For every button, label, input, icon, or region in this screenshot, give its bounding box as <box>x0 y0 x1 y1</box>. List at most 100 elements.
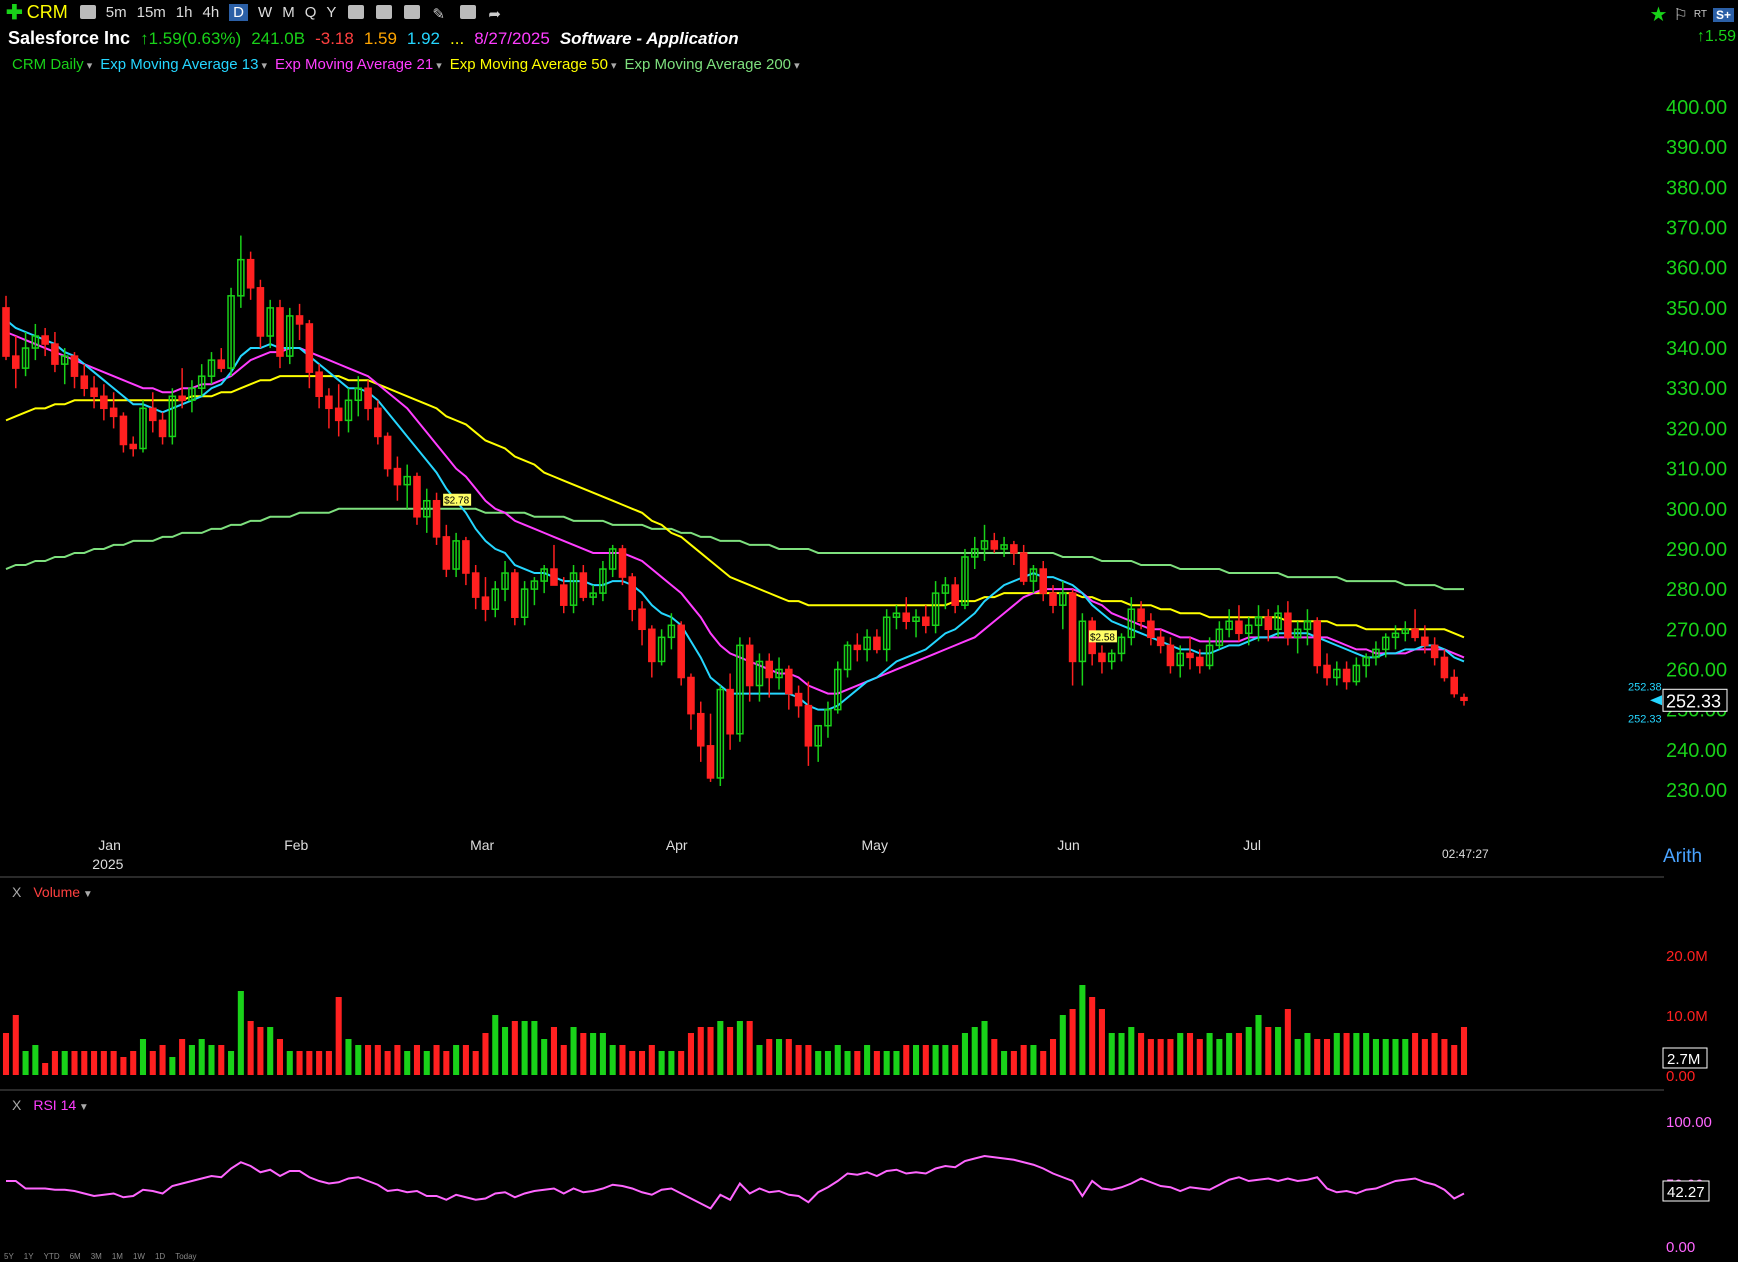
interval-5m[interactable]: 5m <box>105 3 127 21</box>
candle-body <box>305 323 314 373</box>
scale-mode-label[interactable]: Arith <box>1663 846 1703 867</box>
timeline-1m[interactable]: 1M <box>111 1252 123 1261</box>
volume-bar <box>1421 1039 1428 1075</box>
volume-bar <box>1412 1033 1419 1075</box>
volume-bar <box>531 1021 538 1075</box>
settings-icon[interactable]: S+ <box>1712 7 1734 22</box>
volume-bar <box>629 1051 636 1075</box>
notes-icon[interactable] <box>460 5 477 19</box>
volume-bar <box>1294 1039 1301 1075</box>
candle-body <box>765 660 774 679</box>
price-tick-label: 310.00 <box>1666 459 1727 481</box>
month-label: Mar <box>470 837 494 853</box>
volume-bar <box>1079 985 1086 1075</box>
candle-body <box>334 407 343 422</box>
legend-item-3[interactable]: Exp Moving Average 50 <box>450 56 617 73</box>
volume-bar <box>218 1045 225 1075</box>
interval-w[interactable]: W <box>258 3 273 21</box>
candle-body <box>814 724 822 747</box>
draw-pencil-icon[interactable]: ✎ <box>432 6 445 23</box>
candle-body <box>1254 616 1263 627</box>
add-symbol-icon[interactable]: ✚ <box>6 1 23 24</box>
legend-item-4[interactable]: Exp Moving Average 200 <box>625 56 800 73</box>
chart-type-icon[interactable] <box>348 5 365 19</box>
cloud-icon[interactable] <box>79 5 96 19</box>
volume-bar <box>413 1045 421 1075</box>
timeline-5y[interactable]: 5Y <box>4 1252 14 1261</box>
interval-d[interactable]: D <box>229 3 249 21</box>
price-tick-label: 230.00 <box>1666 780 1727 802</box>
candle-body <box>745 644 754 687</box>
volume-bar <box>942 1045 949 1075</box>
candle-body <box>785 668 793 695</box>
candle-body <box>1059 592 1067 606</box>
timeline-6m[interactable]: 6M <box>69 1252 81 1261</box>
month-label: May <box>862 837 888 853</box>
interval-15m[interactable]: 15m <box>136 3 166 21</box>
timeline-3m[interactable]: 3M <box>90 1252 102 1261</box>
legend-item-2[interactable]: Exp Moving Average 21 <box>275 56 442 73</box>
volume-bar <box>81 1051 88 1075</box>
close-pane-icon[interactable]: X <box>12 1097 22 1113</box>
favorite-star-icon[interactable]: ★ <box>1649 4 1668 26</box>
volume-bar <box>648 1045 655 1075</box>
candle-body <box>139 407 147 450</box>
volume-bar <box>717 1021 724 1075</box>
volume-bar <box>1206 1033 1213 1075</box>
legend-item-0[interactable]: CRM Daily <box>12 56 92 73</box>
volume-bar <box>198 1039 205 1075</box>
volume-bar <box>159 1045 166 1075</box>
quote-date: 8/27/2025 <box>474 29 550 48</box>
timeline-1d[interactable]: 1D <box>154 1252 166 1261</box>
volume-bar <box>61 1051 68 1075</box>
candle-body <box>882 616 891 651</box>
volume-bar <box>130 1051 137 1075</box>
volume-bar <box>394 1045 401 1075</box>
price-tick-label: 370.00 <box>1666 218 1727 240</box>
timeline-today[interactable]: Today <box>175 1252 197 1261</box>
timeline-ytd[interactable]: YTD <box>43 1252 60 1261</box>
share-icon[interactable]: ➦ <box>488 6 501 23</box>
volume-bar <box>42 1063 49 1075</box>
candle-body <box>1107 652 1116 663</box>
volume-bar <box>678 1051 685 1075</box>
flag-icon[interactable]: ⚐ <box>1673 6 1688 24</box>
candle-body <box>941 584 950 594</box>
candle-body <box>383 435 392 470</box>
candle-body <box>980 540 989 550</box>
candle-body <box>550 568 558 586</box>
volume-bar <box>1333 1033 1340 1075</box>
volume-bar <box>32 1045 39 1075</box>
indicators-icon[interactable] <box>404 5 421 19</box>
legend-item-1[interactable]: Exp Moving Average 13 <box>100 56 267 73</box>
interval-q[interactable]: Q <box>304 3 317 21</box>
right-change: ↑1.59 <box>1696 28 1736 45</box>
volume-bar <box>560 1045 567 1075</box>
interval-1h[interactable]: 1h <box>175 3 193 21</box>
interval-4h[interactable]: 4h <box>202 3 220 21</box>
volume-bar <box>785 1039 792 1075</box>
candle-body <box>403 475 411 486</box>
volume-bar <box>961 1033 968 1075</box>
candle-body <box>41 335 49 345</box>
candle-body <box>736 644 744 735</box>
symbol-selector[interactable]: CRM <box>26 1 68 22</box>
candle-body <box>1166 644 1175 667</box>
candle-body <box>726 688 734 735</box>
volume-bar <box>120 1057 127 1075</box>
candle-body <box>824 708 832 727</box>
candle-body <box>892 612 901 618</box>
timeline-1y[interactable]: 1Y <box>23 1252 34 1261</box>
volume-bar <box>149 1051 156 1075</box>
volume-bar <box>971 1027 978 1075</box>
close-pane-icon[interactable]: X <box>12 884 22 900</box>
candle-body <box>687 676 695 715</box>
earnings-marker-bg <box>1088 630 1117 643</box>
timeline-1w[interactable]: 1W <box>132 1252 145 1261</box>
interval-y[interactable]: Y <box>326 3 337 21</box>
small-price-high: 252.38 <box>1628 681 1662 693</box>
volume-bar <box>991 1039 998 1075</box>
interval-m[interactable]: M <box>282 3 295 21</box>
bar-chart-icon[interactable] <box>376 5 393 19</box>
more-ellipsis[interactable]: ... <box>450 29 465 48</box>
